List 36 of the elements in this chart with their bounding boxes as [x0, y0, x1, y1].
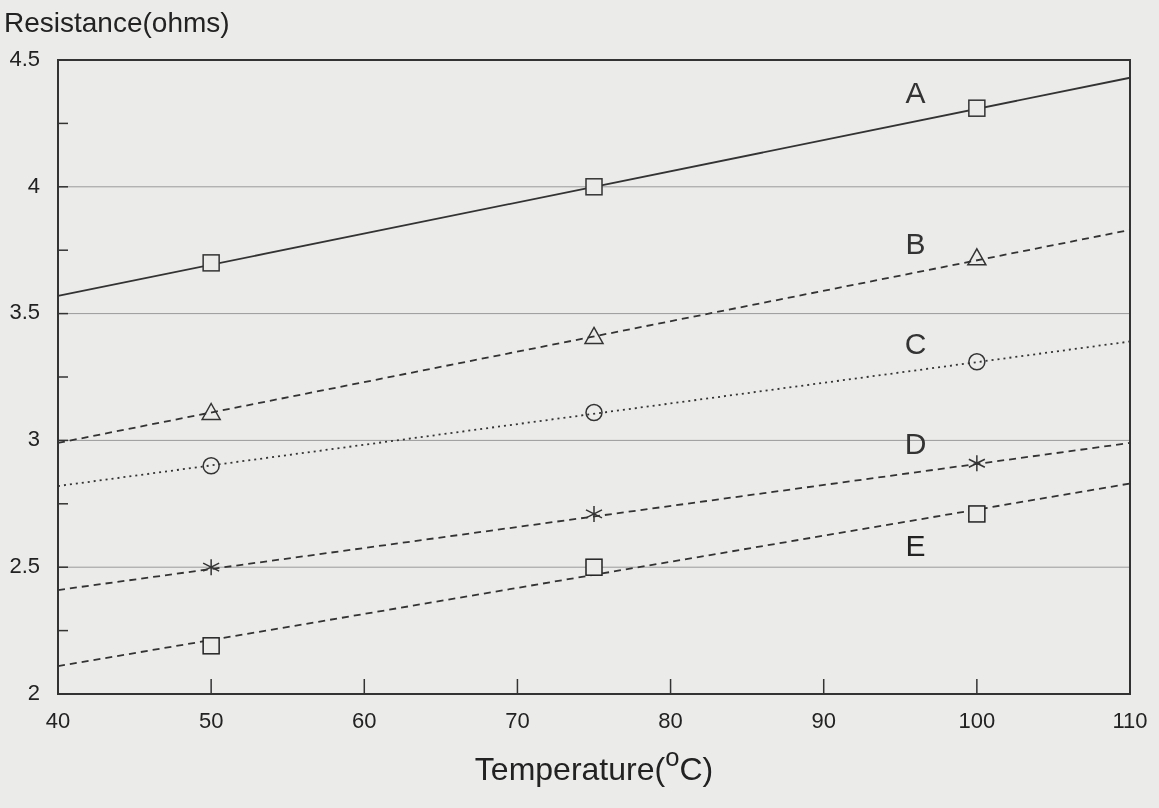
point	[202, 558, 220, 576]
x-tick-label: 100	[958, 707, 996, 733]
x-tick-label: 40	[45, 707, 71, 733]
point	[585, 403, 603, 422]
point	[585, 558, 603, 576]
point	[968, 353, 986, 371]
point	[202, 637, 220, 655]
x-axis-title: Temperature($^{o}$C)	[474, 743, 714, 787]
point	[968, 454, 986, 472]
y-axis-title: Resistance(ohms)	[4, 7, 230, 38]
point	[201, 402, 221, 421]
point	[585, 178, 603, 196]
y-tick-label: 4.5	[9, 45, 40, 71]
point	[967, 248, 987, 266]
point	[968, 505, 986, 523]
x-tick-label: 110	[1112, 707, 1148, 733]
x-tick-label: 50	[198, 707, 224, 733]
series-label: E	[905, 528, 926, 562]
series-label: B	[905, 227, 926, 261]
series-label: C	[904, 327, 927, 361]
y-tick-label: 4	[27, 172, 40, 198]
point	[584, 326, 604, 345]
series-label: A	[905, 76, 926, 110]
point	[968, 99, 986, 117]
x-tick-label: 70	[505, 707, 530, 733]
y-tick-label: 3.5	[9, 299, 40, 325]
y-tick-label: 2	[27, 679, 40, 705]
x-tick-label: 60	[352, 707, 377, 733]
series-label: D	[904, 427, 927, 461]
x-tick-label: 80	[658, 707, 683, 733]
x-tick-label: 90	[811, 707, 836, 733]
point	[202, 254, 220, 272]
point	[585, 505, 603, 523]
y-tick-label: 3	[27, 426, 40, 452]
y-tick-label: 2.5	[9, 553, 40, 579]
point	[202, 457, 220, 475]
